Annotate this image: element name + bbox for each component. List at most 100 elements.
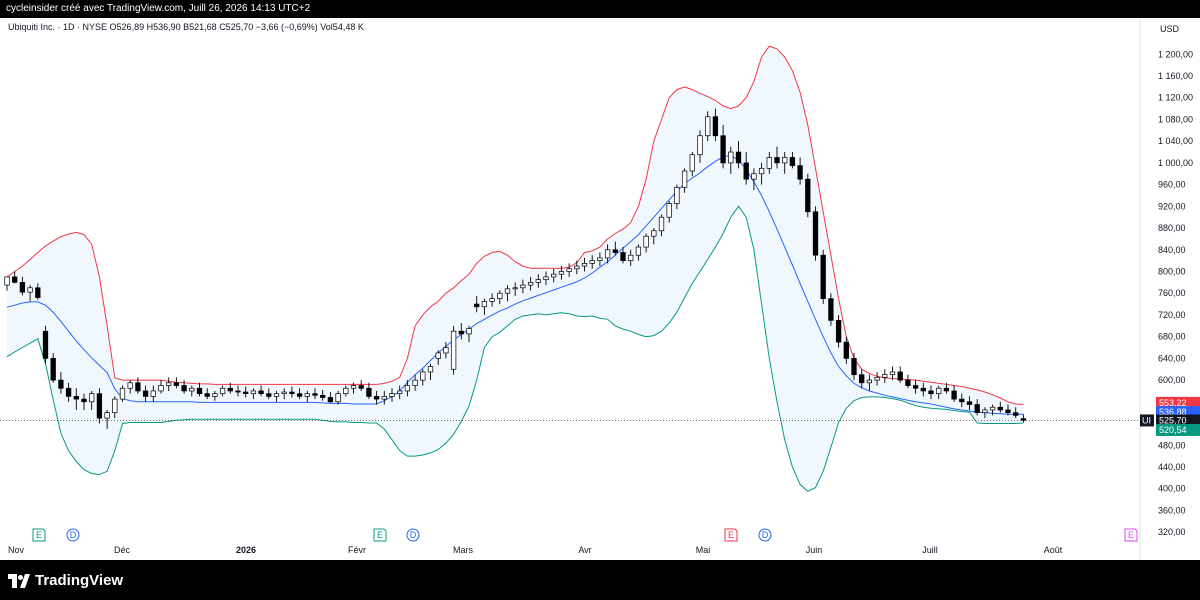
candle-body <box>204 393 210 397</box>
candle-body <box>142 390 149 397</box>
candle-body <box>535 279 541 283</box>
upper-band-line <box>6 45 1024 405</box>
chart-area[interactable]: 320,00360,00400,00440,00480,00520,00560,… <box>0 18 1200 560</box>
candle-body <box>320 394 326 398</box>
candle-body <box>250 390 257 395</box>
candle-body <box>458 330 464 335</box>
legend-low: B521,68 <box>183 22 217 32</box>
candle-body <box>835 320 842 343</box>
y-tick-label: 400,00 <box>1158 484 1186 494</box>
candle-body <box>89 393 95 403</box>
upper-price-label-bg <box>1156 396 1200 409</box>
candle-body <box>658 216 665 232</box>
candle-body <box>882 374 888 378</box>
candle-body <box>527 282 534 286</box>
candle-body <box>73 396 79 400</box>
candle-body <box>758 167 765 175</box>
price-chart[interactable]: 320,00360,00400,00440,00480,00520,00560,… <box>0 18 1200 560</box>
candle-body <box>589 260 595 264</box>
candle-body <box>943 387 950 392</box>
candle-body <box>643 235 649 248</box>
candle-body <box>674 186 680 204</box>
y-tick-label: 880,00 <box>1158 223 1186 233</box>
x-tick-label: Déc <box>114 545 131 555</box>
candle-body <box>581 262 588 267</box>
candle-body <box>805 178 811 213</box>
candle-body <box>173 382 180 386</box>
y-tick-label: 1 200,00 <box>1158 49 1193 59</box>
legend-volume: Vol54,48 K <box>320 22 364 32</box>
x-tick-label: Avr <box>578 545 591 555</box>
candle-body <box>196 387 203 395</box>
candle-body <box>705 116 711 137</box>
event-letter: E <box>36 530 42 540</box>
y-tick-label: 1 080,00 <box>1158 114 1193 124</box>
candle-body <box>889 371 896 376</box>
candle-body <box>42 330 49 359</box>
legend-open: O526,89 <box>109 22 145 32</box>
candle-body <box>905 379 911 386</box>
brand-name: TradingView <box>35 572 124 589</box>
event-letter: D <box>762 530 769 540</box>
candle-body <box>897 371 903 381</box>
earnings-marker-icon <box>373 528 387 542</box>
candle-body <box>797 165 803 180</box>
x-tick-label: Juill <box>922 545 938 555</box>
basis-price-label: 536,88 <box>1159 407 1187 417</box>
candle-body <box>728 151 734 164</box>
candle-body <box>774 157 780 164</box>
candle-body <box>104 412 110 419</box>
candle-body <box>782 157 788 164</box>
candle-body <box>258 390 264 395</box>
candle-body <box>373 396 380 400</box>
basis-line <box>6 154 1024 415</box>
earnings-marker-icon <box>1124 528 1138 542</box>
candle-body <box>982 409 988 414</box>
candle-body <box>920 387 926 392</box>
candle-body <box>497 292 503 299</box>
candle-body <box>566 268 572 272</box>
y-tick-label: 440,00 <box>1158 462 1186 472</box>
y-tick-label: 1 160,00 <box>1158 71 1193 81</box>
candle-body <box>520 284 526 289</box>
y-tick-label: 960,00 <box>1158 180 1186 190</box>
y-tick-label: 720,00 <box>1158 310 1186 320</box>
candle-body <box>628 254 634 261</box>
candle-body <box>119 387 126 400</box>
tradingview-logo[interactable]: TradingView <box>8 572 123 589</box>
candle-body <box>389 393 395 397</box>
legend-close: C525,70 <box>219 22 254 32</box>
candle-body <box>851 358 857 376</box>
candle-body <box>304 393 310 397</box>
candle-body <box>735 151 742 164</box>
candle-body <box>1013 412 1019 416</box>
caption-text: cycleinsider créé avec TradingView.com, … <box>6 3 311 14</box>
candle-body <box>989 406 996 411</box>
upper-price-label: 553,22 <box>1159 398 1187 408</box>
candle-body <box>751 173 757 180</box>
candle-body <box>135 382 141 392</box>
candle-body <box>343 387 349 395</box>
candle-body <box>966 401 973 405</box>
candle-body <box>404 385 411 392</box>
candle-body <box>289 391 295 395</box>
y-tick-label: 680,00 <box>1158 332 1186 342</box>
candle-body <box>828 298 834 321</box>
candle-body <box>635 246 642 256</box>
candle-body <box>651 230 657 237</box>
lower-price-label: 520,54 <box>1159 425 1187 435</box>
candle-body <box>366 387 372 397</box>
candle-body <box>435 352 441 359</box>
symbol-tag-bg <box>1140 414 1154 427</box>
candle-body <box>481 301 488 308</box>
x-tick-label: Août <box>1044 545 1063 555</box>
y-tick-label: 1 040,00 <box>1158 136 1193 146</box>
last-price-label-bg <box>1156 414 1200 427</box>
candle-body <box>335 393 341 403</box>
dividend-marker-icon <box>406 528 420 542</box>
candle-body <box>812 211 819 256</box>
legend-change: −3,66 (−0,69%) <box>255 22 318 32</box>
y-tick-label: 920,00 <box>1158 201 1186 211</box>
candle-body <box>166 382 172 386</box>
lower-band-line <box>6 205 1024 492</box>
